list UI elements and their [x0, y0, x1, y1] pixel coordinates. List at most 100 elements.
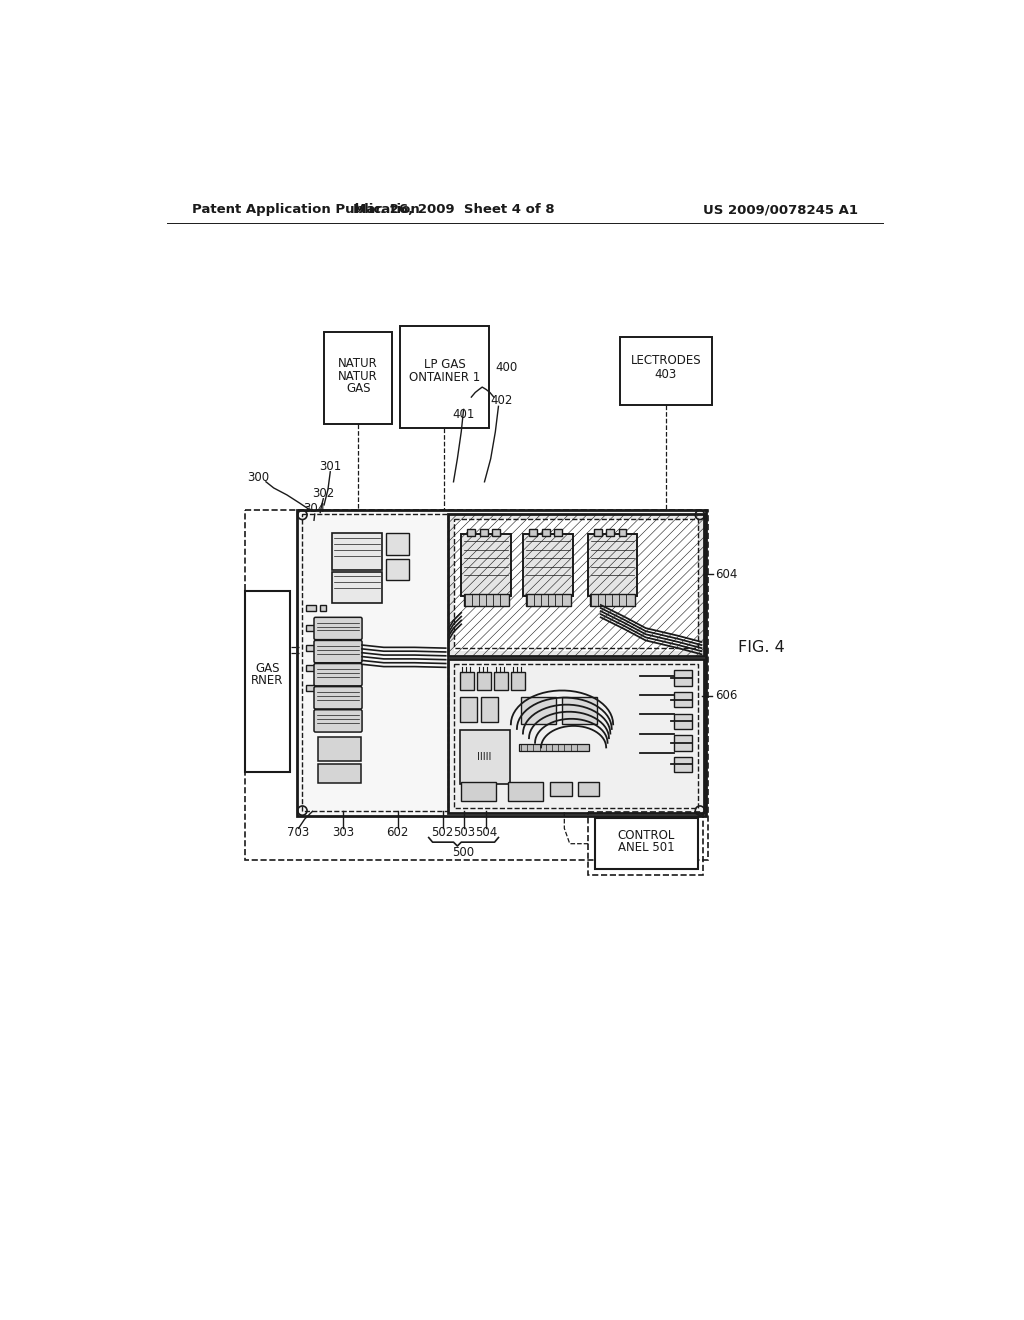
Bar	[519, 743, 589, 751]
Text: CONTROL: CONTROL	[617, 829, 675, 842]
Text: GAS: GAS	[346, 381, 371, 395]
Text: 303: 303	[333, 826, 354, 840]
Bar	[332, 533, 382, 570]
Bar	[321, 645, 327, 651]
FancyBboxPatch shape	[314, 618, 362, 640]
Text: 400: 400	[495, 362, 517, 375]
Bar	[542, 529, 550, 536]
Bar	[589, 812, 703, 875]
Bar	[449, 659, 703, 813]
Text: 703: 703	[288, 826, 309, 840]
Bar	[550, 781, 572, 796]
Text: 403: 403	[654, 367, 677, 380]
Text: 401: 401	[453, 408, 475, 421]
Bar	[321, 685, 327, 692]
FancyBboxPatch shape	[314, 710, 362, 733]
Bar	[493, 529, 500, 536]
Bar	[245, 510, 709, 859]
Bar	[588, 535, 637, 595]
Bar	[449, 515, 703, 656]
Bar	[302, 515, 449, 810]
Text: 602: 602	[386, 826, 409, 840]
Bar	[521, 697, 556, 725]
FancyBboxPatch shape	[314, 640, 362, 663]
Bar	[529, 529, 538, 536]
Bar	[674, 714, 692, 729]
Bar	[674, 735, 692, 751]
Text: 604: 604	[716, 568, 738, 581]
Text: LP GAS: LP GAS	[424, 358, 466, 371]
Bar	[297, 510, 707, 816]
Bar	[400, 326, 489, 428]
Bar	[477, 672, 490, 690]
Bar	[324, 331, 392, 424]
Text: LECTRODES: LECTRODES	[631, 354, 701, 367]
Bar	[674, 692, 692, 708]
Bar	[508, 781, 543, 801]
Bar	[578, 781, 599, 796]
Bar	[461, 781, 496, 801]
Bar	[511, 672, 525, 690]
Text: ANEL 501: ANEL 501	[617, 841, 675, 854]
Bar	[467, 529, 475, 536]
Bar	[460, 672, 474, 690]
Bar	[317, 738, 360, 760]
Text: 302: 302	[312, 487, 335, 500]
Bar	[674, 671, 692, 686]
Text: 300: 300	[247, 471, 269, 484]
Text: GAS: GAS	[255, 661, 280, 675]
Text: 502: 502	[431, 826, 454, 840]
Text: IIIII: IIIII	[477, 751, 492, 762]
Bar	[480, 529, 487, 536]
Bar	[245, 591, 290, 772]
Text: Patent Application Publication: Patent Application Publication	[191, 203, 419, 216]
Text: 504: 504	[475, 826, 498, 840]
Bar	[460, 730, 510, 784]
Text: 304: 304	[304, 502, 326, 515]
Text: US 2009/0078245 A1: US 2009/0078245 A1	[703, 203, 858, 216]
Bar	[464, 594, 509, 606]
Bar	[321, 605, 327, 611]
Text: NATUR: NATUR	[338, 358, 378, 371]
Bar	[554, 529, 562, 536]
Bar	[590, 594, 635, 606]
Bar	[621, 337, 712, 405]
Bar	[386, 533, 410, 554]
Bar	[317, 763, 360, 783]
Text: RNER: RNER	[251, 675, 284, 686]
Text: Mar. 26, 2009  Sheet 4 of 8: Mar. 26, 2009 Sheet 4 of 8	[352, 203, 554, 216]
FancyBboxPatch shape	[314, 686, 362, 709]
Text: ONTAINER 1: ONTAINER 1	[409, 371, 480, 384]
Bar	[454, 519, 698, 648]
Text: 503: 503	[454, 826, 475, 840]
Bar	[594, 529, 601, 536]
Text: NATUR: NATUR	[338, 370, 378, 383]
Bar	[460, 697, 477, 722]
Bar	[454, 664, 698, 808]
Bar	[606, 529, 614, 536]
Text: 500: 500	[453, 846, 475, 859]
Text: 606: 606	[715, 689, 737, 702]
Bar	[595, 818, 697, 869]
Bar	[674, 756, 692, 772]
Bar	[562, 697, 597, 725]
Bar	[306, 645, 315, 651]
Bar	[306, 605, 315, 611]
Bar	[523, 535, 572, 595]
Bar	[618, 529, 627, 536]
Bar	[306, 685, 315, 692]
FancyBboxPatch shape	[314, 664, 362, 686]
Bar	[306, 626, 315, 631]
Bar	[481, 697, 499, 722]
Bar	[494, 672, 508, 690]
Text: 402: 402	[490, 395, 513, 408]
Text: 301: 301	[319, 459, 341, 473]
Bar	[525, 594, 570, 606]
Bar	[306, 665, 315, 671]
Bar	[386, 558, 410, 581]
Bar	[321, 626, 327, 631]
Bar	[454, 519, 698, 651]
Bar	[321, 665, 327, 671]
Bar	[461, 535, 511, 595]
Bar	[332, 572, 382, 603]
